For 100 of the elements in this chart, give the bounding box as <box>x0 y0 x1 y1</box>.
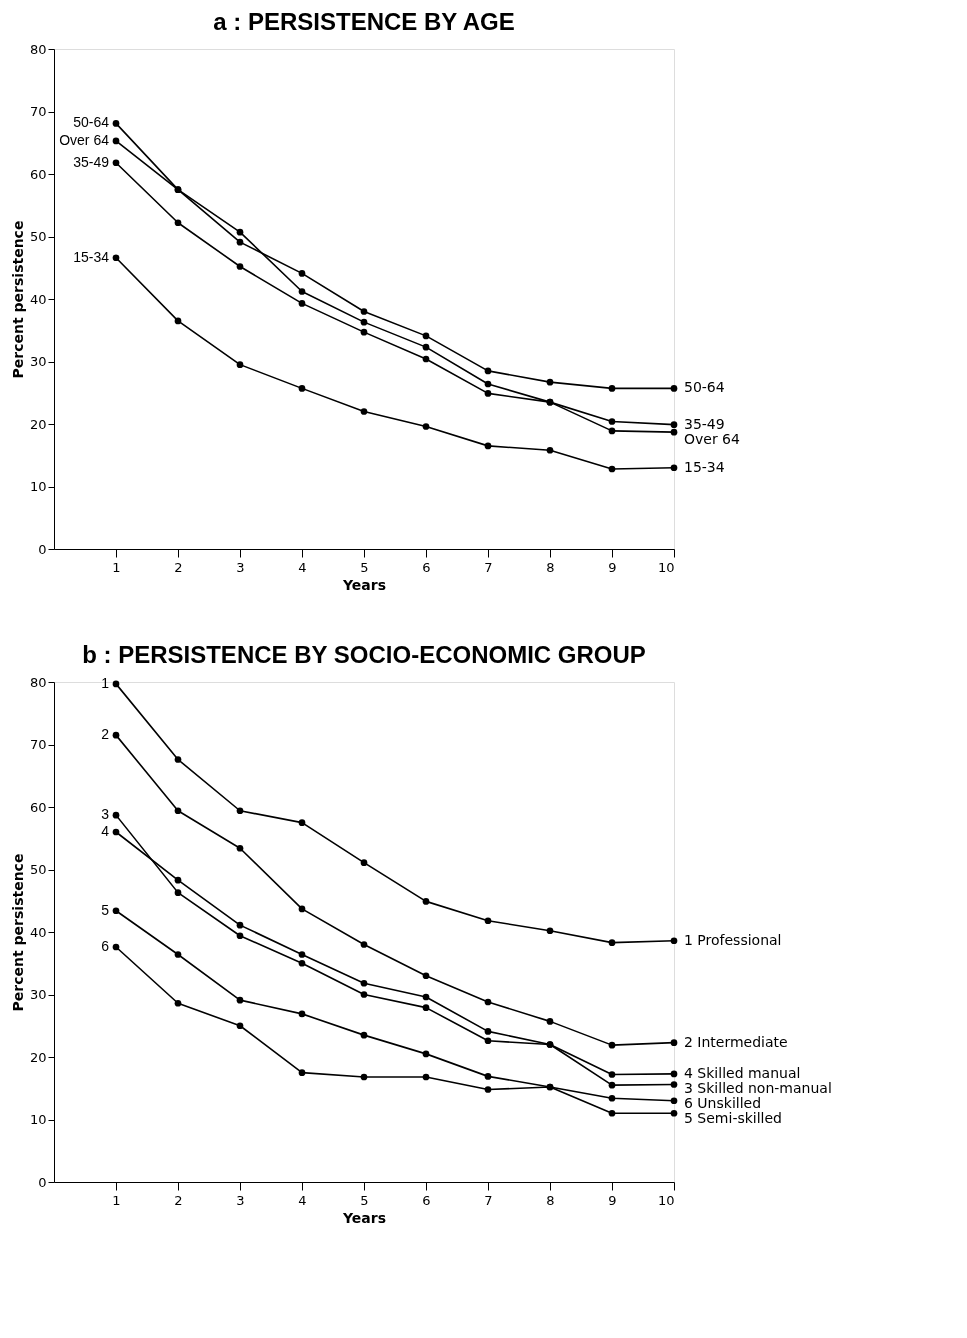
point <box>236 361 244 368</box>
point <box>422 1050 430 1058</box>
point <box>298 959 306 967</box>
point <box>360 1031 368 1039</box>
point <box>174 999 182 1007</box>
point <box>608 1109 616 1117</box>
x-tick-label: 6 <box>422 1192 431 1208</box>
series-label: 5 Semi-skilled <box>684 1109 783 1126</box>
y-axis-title: Percent persistence <box>9 853 26 1012</box>
point <box>484 917 492 925</box>
y-tick-label: 40 <box>29 924 47 940</box>
series-label: 6 Unskilled <box>684 1094 762 1111</box>
point <box>360 941 368 948</box>
point <box>112 680 120 688</box>
point <box>670 937 678 945</box>
point <box>422 355 430 363</box>
point <box>112 907 120 915</box>
y-tick-label: 70 <box>29 737 47 752</box>
point <box>360 859 368 866</box>
point <box>608 1081 616 1089</box>
point <box>174 317 182 325</box>
point <box>608 427 616 435</box>
point <box>360 308 368 315</box>
x-tick-label: 3 <box>236 559 245 575</box>
x-tick-label: 9 <box>608 1192 617 1208</box>
y-tick-label: 20 <box>29 416 47 432</box>
annotation: 50-64 <box>73 114 110 131</box>
point <box>236 844 244 852</box>
point <box>298 270 306 277</box>
chart-title: a : PERSISTENCE BY AGE <box>213 8 515 35</box>
annotation: 3 <box>101 806 110 823</box>
point <box>112 811 120 819</box>
annotation: 6 <box>101 938 110 954</box>
point <box>236 921 244 929</box>
point <box>546 378 554 386</box>
point <box>484 380 492 388</box>
point <box>360 991 368 998</box>
point <box>298 951 306 958</box>
point <box>608 385 616 392</box>
point <box>298 819 306 826</box>
point <box>422 993 430 1001</box>
x-tick-label: 3 <box>236 1192 245 1208</box>
point <box>422 343 430 351</box>
point <box>112 828 120 836</box>
x-tick-label: 8 <box>546 559 555 575</box>
x-tick-label: 10 <box>657 559 675 575</box>
point <box>670 385 678 392</box>
point <box>174 889 182 896</box>
x-tick-label: 1 <box>112 559 121 575</box>
annotation: 2 <box>101 726 110 743</box>
point <box>174 876 182 884</box>
point <box>360 979 368 987</box>
point <box>360 328 368 336</box>
point <box>174 219 182 227</box>
point <box>422 898 430 905</box>
point <box>484 367 492 375</box>
point <box>670 1081 678 1088</box>
point <box>608 939 616 946</box>
point <box>298 905 306 913</box>
x-tick-label: 8 <box>546 1192 555 1208</box>
point <box>112 731 120 739</box>
point <box>670 464 678 472</box>
point <box>112 159 120 167</box>
y-tick-label: 0 <box>38 541 47 557</box>
series-label: 4 Skilled manual <box>684 1064 801 1081</box>
x-tick-label: 4 <box>298 559 307 575</box>
point <box>112 137 120 145</box>
y-tick-label: 0 <box>38 1174 47 1190</box>
point <box>360 1073 368 1081</box>
point <box>546 446 554 454</box>
point <box>236 807 244 815</box>
x-axis-title: Years <box>341 576 387 593</box>
y-tick-label: 40 <box>29 291 47 307</box>
y-tick-label: 80 <box>29 41 47 57</box>
y-tick-label: 30 <box>29 354 47 369</box>
annotation: 4 <box>101 823 110 839</box>
x-tick-label: 6 <box>422 559 431 575</box>
point <box>298 1069 306 1076</box>
y-tick-label: 70 <box>29 104 47 119</box>
point <box>236 263 244 270</box>
point <box>608 1094 616 1102</box>
point <box>236 996 244 1004</box>
point <box>236 238 244 246</box>
y-tick-label: 80 <box>29 674 47 690</box>
point <box>484 442 492 450</box>
y-tick-label: 10 <box>29 479 47 494</box>
point <box>298 385 306 392</box>
point <box>236 932 244 940</box>
point <box>422 1073 430 1081</box>
series-label: 15-34 <box>684 458 725 475</box>
point <box>484 1086 492 1093</box>
point <box>112 943 120 951</box>
x-tick-label: 5 <box>360 559 369 575</box>
point <box>360 318 368 326</box>
point <box>360 408 368 415</box>
point <box>298 288 306 295</box>
point <box>236 228 244 236</box>
point <box>484 998 492 1006</box>
chart-title: b : PERSISTENCE BY SOCIO-ECONOMIC GROUP <box>82 641 646 668</box>
point <box>422 332 430 340</box>
